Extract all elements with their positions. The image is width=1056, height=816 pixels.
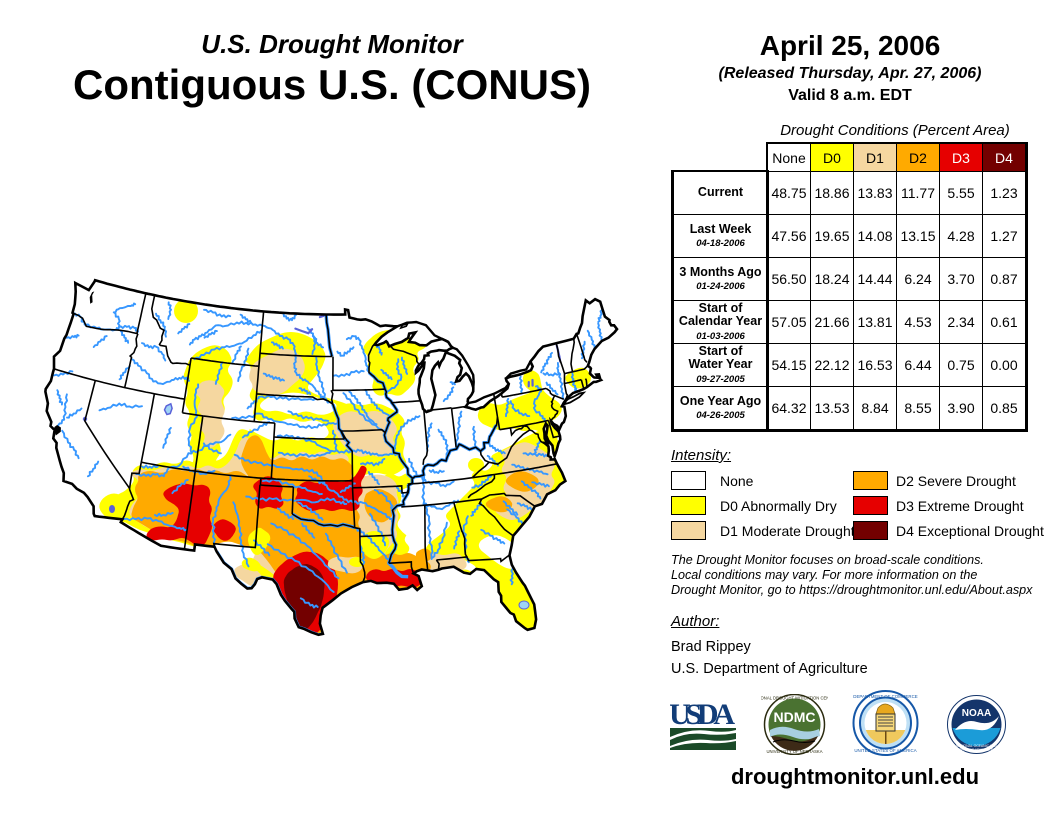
svg-text:NATIONAL OCEANIC AND: NATIONAL OCEANIC AND <box>956 744 997 748</box>
svg-text:UNIVERSITY OF NEBRASKA: UNIVERSITY OF NEBRASKA <box>766 749 822 754</box>
svg-text:UNITED STATES OF AMERICA: UNITED STATES OF AMERICA <box>854 748 916 753</box>
svg-text:DEPARTMENT OF COMMERCE: DEPARTMENT OF COMMERCE <box>853 694 917 699</box>
svg-text:NOAA: NOAA <box>962 708 991 719</box>
svg-text:USDA: USDA <box>670 700 735 731</box>
svg-text:ATMOSPHERIC ADMINISTRATION: ATMOSPHERIC ADMINISTRATION <box>949 748 1004 752</box>
svg-text:NATIONAL DROUGHT MITIGATION CE: NATIONAL DROUGHT MITIGATION CENTER <box>761 696 828 701</box>
svg-text:NDMC: NDMC <box>774 709 816 725</box>
